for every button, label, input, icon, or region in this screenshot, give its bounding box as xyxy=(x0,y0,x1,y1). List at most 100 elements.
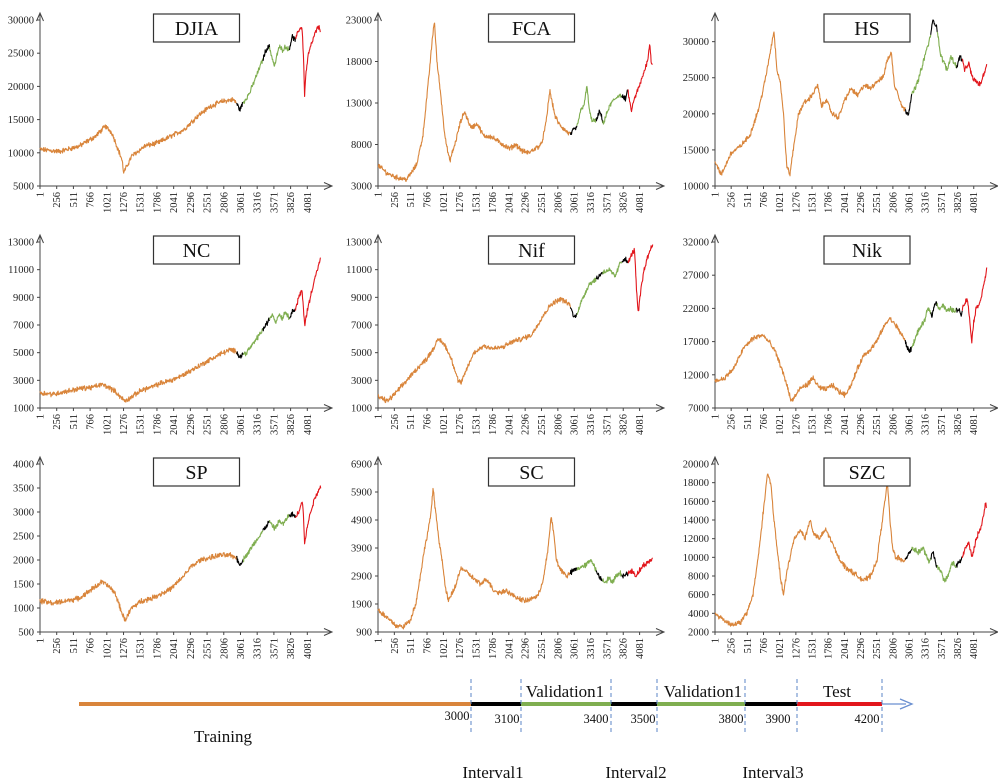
y-tick-label: 23000 xyxy=(346,16,372,27)
x-tick-label: 1531 xyxy=(808,192,819,213)
y-tick-label: 1000 xyxy=(13,404,34,415)
x-tick-label: 2296 xyxy=(186,638,197,659)
x-tick-label: 766 xyxy=(759,192,770,208)
x-tick-label: 1786 xyxy=(152,192,163,213)
y-tick-label: 18000 xyxy=(346,57,372,68)
panel-sc: 900 1900 2900 3900 4900 5900 6900 1 256 511 766 102… xyxy=(351,455,666,659)
y-tick-label: 20000 xyxy=(683,109,709,120)
y-tick-label: 2000 xyxy=(688,628,709,639)
x-tick-label: 256 xyxy=(727,638,738,654)
x-tick-label: 2041 xyxy=(169,192,180,213)
timeline-label-interval2: Interval2 xyxy=(605,763,666,782)
chart-title-box xyxy=(487,13,576,43)
x-tick-label: 511 xyxy=(69,414,80,429)
y-tick-label: 20000 xyxy=(683,460,709,471)
timeline-number: 4200 xyxy=(855,712,880,726)
y-tick-label: 4000 xyxy=(688,609,709,620)
y-tick-label: 4000 xyxy=(13,460,34,471)
chart-title: NC xyxy=(183,240,211,262)
series-segment xyxy=(930,19,938,35)
x-tick-label: 3061 xyxy=(905,638,916,659)
x-axis-arrow xyxy=(989,182,998,190)
x-tick-label: 1 xyxy=(374,414,385,419)
timeline-arrowhead xyxy=(899,698,914,710)
x-tick-label: 2806 xyxy=(219,414,230,435)
x-tick-label: 1021 xyxy=(102,638,113,659)
x-tick-label: 3316 xyxy=(586,192,597,213)
x-tick-label: 2041 xyxy=(504,638,515,659)
series-segment xyxy=(911,546,932,564)
y-tick-label: 25000 xyxy=(683,73,709,84)
timeline-number: 3900 xyxy=(766,712,791,726)
series-segment xyxy=(269,513,290,531)
y-tick-label: 32000 xyxy=(683,238,709,249)
y-tick-label: 5000 xyxy=(351,348,372,359)
x-tick-label: 2551 xyxy=(537,638,548,659)
series-segment xyxy=(621,256,629,264)
x-tick-label: 3061 xyxy=(570,414,581,435)
y-tick-label: 17000 xyxy=(683,337,709,348)
x-tick-label: 2551 xyxy=(203,192,214,213)
x-tick-label: 4081 xyxy=(969,192,980,213)
x-tick-label: 2551 xyxy=(872,638,883,659)
y-tick-label: 6000 xyxy=(688,590,709,601)
y-tick-label: 12000 xyxy=(683,370,709,381)
chart-title: SZC xyxy=(849,462,886,484)
y-axis-arrow xyxy=(711,455,719,466)
series-segment xyxy=(602,93,623,125)
series-segment xyxy=(930,301,938,318)
y-tick-label: 500 xyxy=(18,628,34,639)
x-tick-label: 1786 xyxy=(152,638,163,659)
x-tick-label: 1021 xyxy=(102,414,113,435)
x-tick-label: 3061 xyxy=(570,638,581,659)
x-tick-label: 4081 xyxy=(635,638,646,659)
chart-title-box xyxy=(152,13,241,43)
x-tick-label: 2296 xyxy=(521,192,532,213)
series-segment xyxy=(242,328,264,357)
x-tick-label: 2041 xyxy=(840,414,851,435)
series-segment xyxy=(262,43,271,62)
x-tick-label: 4081 xyxy=(303,638,314,659)
x-tick-label: 3826 xyxy=(286,638,297,659)
x-tick-label: 1786 xyxy=(488,638,499,659)
x-tick-label: 3571 xyxy=(602,414,613,435)
chart-title: SC xyxy=(519,462,543,484)
x-axis-arrow xyxy=(323,404,334,412)
x-tick-label: 3826 xyxy=(953,192,964,213)
y-axis-arrow xyxy=(374,455,382,466)
y-tick-label: 14000 xyxy=(683,516,709,527)
x-tick-label: 4081 xyxy=(635,192,646,213)
series-segment xyxy=(936,31,957,72)
x-axis-arrow xyxy=(989,628,998,636)
series-segment xyxy=(242,58,264,104)
y-tick-label: 27000 xyxy=(683,271,709,282)
series-segment xyxy=(936,560,957,583)
x-tick-label: 1276 xyxy=(791,192,802,213)
series-segment xyxy=(377,22,571,182)
series-segment xyxy=(262,317,271,332)
x-tick-label: 2296 xyxy=(521,638,532,659)
series-segment xyxy=(294,257,321,327)
x-tick-label: 1 xyxy=(711,192,722,197)
series-segment xyxy=(961,267,988,344)
x-tick-label: 3061 xyxy=(905,192,916,213)
x-tick-label: 1531 xyxy=(472,192,483,213)
x-axis-arrow xyxy=(655,182,666,190)
x-tick-label: 1276 xyxy=(791,638,802,659)
series-segment xyxy=(288,33,297,51)
y-tick-label: 5000 xyxy=(13,348,34,359)
x-tick-label: 1531 xyxy=(808,638,819,659)
y-tick-label: 11000 xyxy=(346,265,372,276)
x-tick-label: 3061 xyxy=(570,192,581,213)
x-tick-label: 256 xyxy=(52,638,63,654)
series-segment xyxy=(377,487,571,630)
x-tick-label: 511 xyxy=(406,638,417,653)
y-axis-arrow xyxy=(36,233,44,244)
timeline-number: 3800 xyxy=(719,712,744,726)
x-tick-label: 1021 xyxy=(439,414,450,435)
x-axis-arrow xyxy=(989,404,998,412)
y-tick-label: 13000 xyxy=(346,238,372,249)
timeline-number: 3100 xyxy=(495,712,520,726)
chart-title-box xyxy=(152,457,241,487)
